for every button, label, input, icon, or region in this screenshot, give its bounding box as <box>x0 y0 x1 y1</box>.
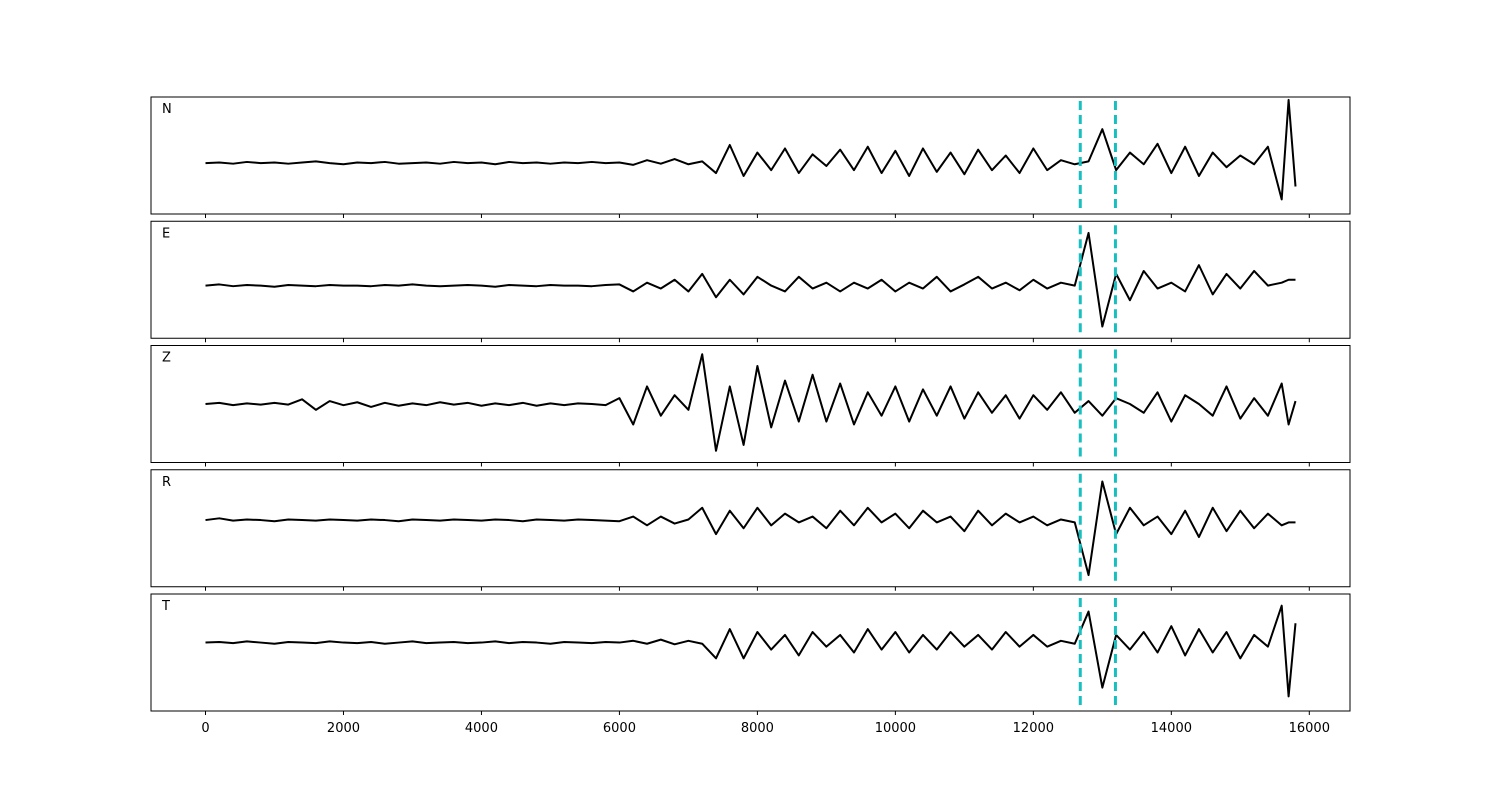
panel-frame <box>150 220 1351 339</box>
x-tick-label: 10000 <box>875 721 916 736</box>
component-label: R <box>162 475 171 490</box>
x-tick-label: 8000 <box>741 721 774 736</box>
trace <box>205 231 1296 328</box>
trace <box>205 480 1296 577</box>
component-label: Z <box>162 351 171 366</box>
panel-frame <box>150 593 1351 712</box>
x-tick-label: 0 <box>201 721 209 736</box>
x-tick-label: 16000 <box>1289 721 1330 736</box>
component-label: N <box>162 102 172 117</box>
component-label: T <box>161 599 170 614</box>
panel-frame <box>150 345 1351 463</box>
x-tick-label: 2000 <box>327 721 360 736</box>
x-tick-label: 6000 <box>603 721 636 736</box>
trace <box>205 353 1297 452</box>
x-tick-label: 14000 <box>1151 721 1192 736</box>
x-tick-label: 4000 <box>465 721 498 736</box>
panel-frame <box>150 469 1351 588</box>
panel-frame <box>150 96 1351 215</box>
component-label: E <box>162 226 170 241</box>
trace <box>205 98 1297 201</box>
x-tick-label: 12000 <box>1013 721 1054 736</box>
trace <box>205 604 1297 698</box>
